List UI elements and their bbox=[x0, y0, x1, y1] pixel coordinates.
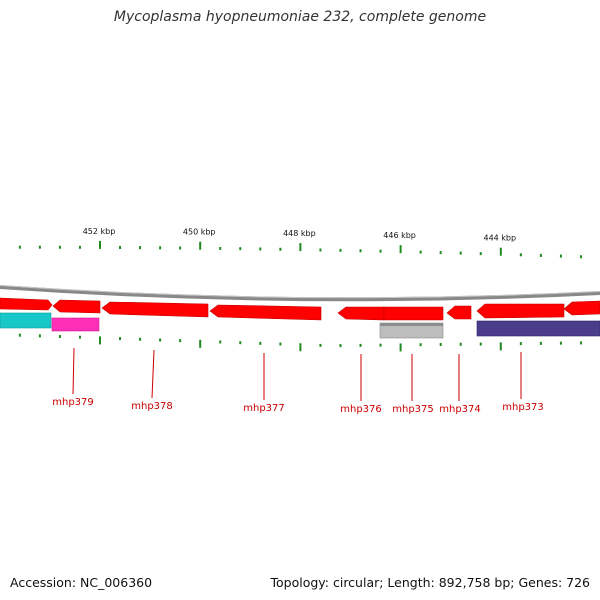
major-tick-outer bbox=[199, 241, 202, 250]
minor-tick-outer bbox=[579, 255, 582, 259]
minor-tick-outer bbox=[339, 248, 342, 252]
major-tick-inner bbox=[199, 339, 202, 348]
genome-summary-text: Topology: circular; Length: 892,758 bp; … bbox=[270, 575, 591, 590]
major-tick-outer bbox=[299, 243, 302, 252]
feature-cyan bbox=[0, 312, 52, 329]
minor-tick-inner bbox=[459, 342, 462, 346]
genome-backbone-highlight bbox=[0, 285, 600, 299]
kbp-tick-label: 444 kbp bbox=[483, 234, 516, 243]
gene-label-mhp374: mhp374 bbox=[439, 404, 481, 415]
cds-track bbox=[0, 297, 600, 321]
kbp-tick-label: 448 kbp bbox=[283, 229, 316, 238]
minor-tick-inner bbox=[38, 334, 41, 338]
cds-arrow-mhp373 bbox=[476, 303, 565, 319]
cds-arrow-mhp376 bbox=[337, 306, 385, 321]
minor-tick-inner bbox=[159, 338, 162, 342]
minor-tick-outer bbox=[559, 254, 562, 258]
minor-tick-inner bbox=[539, 341, 542, 345]
minor-tick-outer bbox=[119, 246, 122, 250]
minor-tick-outer bbox=[219, 246, 222, 250]
major-tick-inner bbox=[299, 343, 302, 352]
gene-label-mhp376: mhp376 bbox=[340, 404, 382, 415]
minor-tick-inner bbox=[18, 333, 21, 337]
ticks-inner bbox=[18, 333, 582, 352]
minor-tick-outer bbox=[539, 253, 542, 257]
minor-tick-outer bbox=[419, 250, 422, 254]
map-title: Mycoplasma hyopneumoniae 232, complete g… bbox=[113, 9, 487, 25]
minor-tick-outer bbox=[319, 248, 322, 252]
minor-tick-inner bbox=[439, 343, 442, 347]
cds-arrow-left-edge bbox=[0, 297, 53, 311]
cds-arrow-mhp375 bbox=[383, 306, 444, 321]
gene-label-mhp373: mhp373 bbox=[502, 402, 544, 413]
feature-magenta bbox=[51, 317, 100, 332]
cds-arrow-mhp379 bbox=[52, 299, 101, 314]
minor-tick-outer bbox=[78, 245, 81, 249]
feature-gray-top-edge bbox=[380, 323, 443, 326]
minor-tick-inner bbox=[179, 339, 182, 343]
cds-arrow-right-edge bbox=[563, 300, 600, 316]
minor-tick-inner bbox=[58, 335, 61, 339]
cds-arrow-mhp374 bbox=[446, 305, 472, 320]
minor-tick-outer bbox=[279, 247, 282, 251]
minor-tick-inner bbox=[359, 343, 362, 347]
feature-purple bbox=[476, 320, 600, 337]
gene-labels: mhp379 mhp378 mhp377 mhp376 mhp375 mhp37… bbox=[52, 347, 544, 415]
minor-tick-inner bbox=[279, 342, 282, 346]
minor-tick-inner bbox=[579, 341, 582, 345]
minor-tick-outer bbox=[439, 251, 442, 255]
minor-tick-inner bbox=[339, 344, 342, 348]
minor-tick-outer bbox=[479, 252, 482, 256]
gene-label-mhp375: mhp375 bbox=[392, 404, 434, 415]
minor-tick-inner bbox=[519, 342, 522, 346]
minor-tick-inner bbox=[479, 342, 482, 346]
leader-mhp378 bbox=[151, 349, 155, 399]
ticks-outer bbox=[18, 240, 582, 259]
minor-tick-inner bbox=[319, 343, 322, 347]
minor-tick-inner bbox=[259, 341, 262, 345]
minor-tick-inner bbox=[139, 337, 142, 341]
cds-arrow-mhp378 bbox=[101, 301, 209, 318]
minor-tick-inner bbox=[239, 341, 242, 345]
major-tick-inner bbox=[99, 336, 101, 345]
minor-tick-inner bbox=[419, 343, 422, 347]
minor-tick-outer bbox=[519, 253, 522, 257]
minor-tick-inner bbox=[219, 340, 222, 344]
minor-tick-outer bbox=[58, 245, 61, 249]
minor-tick-outer bbox=[239, 247, 242, 251]
cds-arrow-mhp377 bbox=[209, 304, 322, 321]
major-tick-inner bbox=[499, 342, 502, 351]
leader-mhp379 bbox=[72, 347, 75, 395]
minor-tick-inner bbox=[379, 343, 382, 347]
minor-tick-inner bbox=[559, 341, 562, 345]
minor-tick-outer bbox=[459, 251, 462, 255]
gene-label-mhp379: mhp379 bbox=[52, 397, 94, 408]
minor-tick-outer bbox=[18, 245, 21, 249]
minor-tick-outer bbox=[139, 246, 142, 250]
minor-tick-inner bbox=[78, 335, 81, 339]
kbp-tick-labels: 452 kbp 450 kbp 448 kbp 446 kbp 444 kbp bbox=[83, 227, 516, 243]
minor-tick-outer bbox=[159, 246, 162, 250]
minor-tick-outer bbox=[379, 249, 382, 253]
feature-track bbox=[0, 312, 600, 339]
gene-label-mhp377: mhp377 bbox=[243, 403, 285, 414]
minor-tick-outer bbox=[259, 247, 262, 251]
accession-text: Accession: NC_006360 bbox=[10, 575, 153, 590]
gene-label-mhp378: mhp378 bbox=[131, 401, 173, 412]
major-tick-outer bbox=[399, 245, 402, 254]
kbp-tick-label: 446 kbp bbox=[383, 231, 416, 240]
kbp-tick-label: 450 kbp bbox=[183, 228, 216, 237]
minor-tick-inner bbox=[119, 337, 122, 341]
major-tick-outer bbox=[499, 247, 502, 256]
kbp-tick-label: 452 kbp bbox=[83, 227, 116, 236]
major-tick-inner bbox=[399, 343, 402, 352]
minor-tick-outer bbox=[179, 246, 182, 250]
minor-tick-outer bbox=[359, 249, 362, 253]
minor-tick-outer bbox=[38, 245, 41, 249]
major-tick-outer bbox=[99, 240, 101, 249]
genome-backbone-arc bbox=[0, 285, 600, 302]
